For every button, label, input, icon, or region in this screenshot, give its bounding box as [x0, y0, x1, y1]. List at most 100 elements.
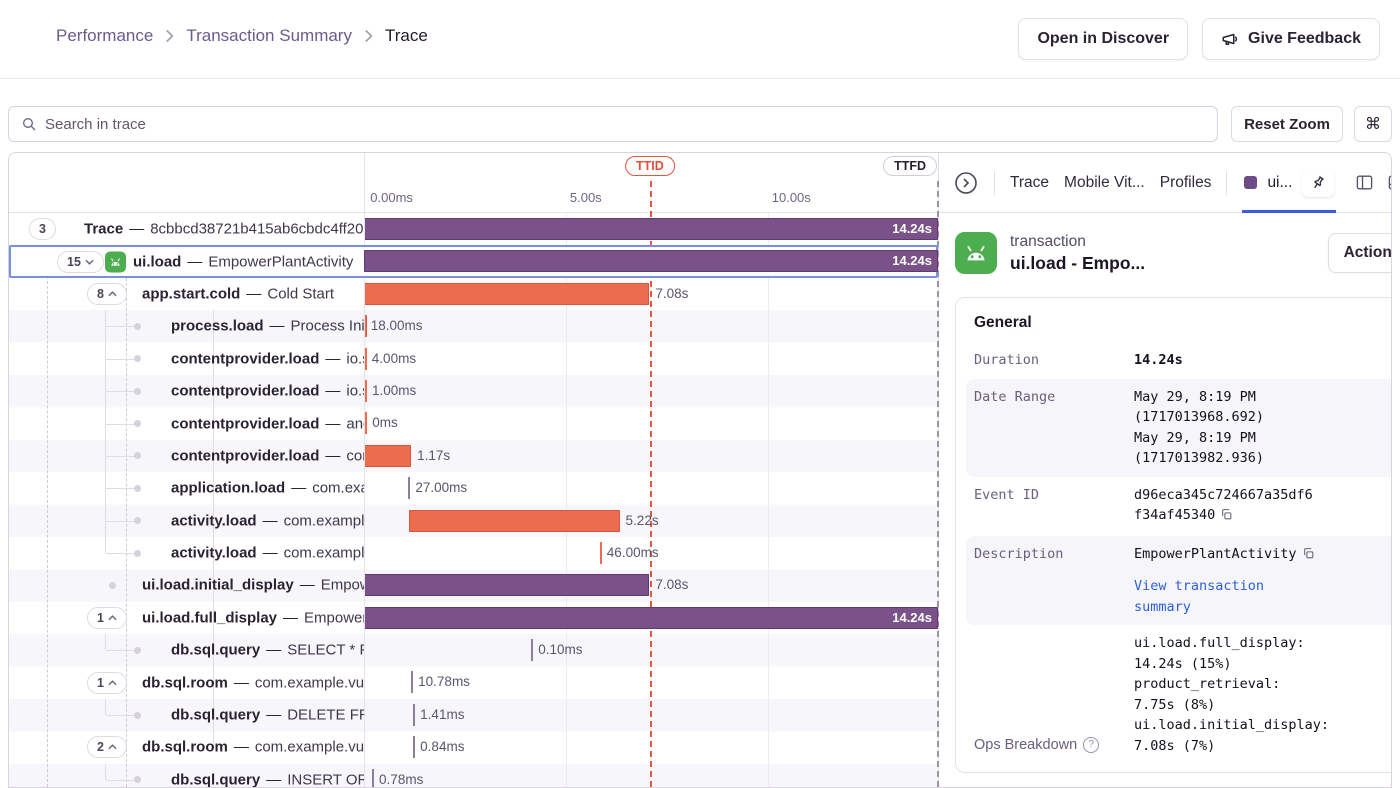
megaphone-icon — [1221, 30, 1239, 48]
span-count-pill[interactable]: 8 — [87, 282, 127, 305]
search-input[interactable] — [45, 115, 1217, 133]
span-duration-label: 14.24s — [892, 253, 932, 269]
span-bar[interactable] — [364, 315, 367, 338]
tab-trace[interactable]: Trace — [1010, 173, 1050, 191]
trace-row[interactable]: activity.load—com.example.vu.android.Mai… — [9, 505, 938, 537]
span-op: db.sql.query — [171, 706, 261, 724]
span-count-pill[interactable]: 1 — [87, 671, 127, 694]
span-duration-label: 7.08s — [655, 577, 689, 593]
span-tick[interactable] — [372, 768, 375, 787]
tab-transaction-active[interactable]: ui... — [1242, 153, 1337, 213]
span-op: Trace — [84, 220, 124, 238]
pin-icon[interactable] — [1302, 168, 1335, 197]
trace-row[interactable]: db.sql.query—DELETE FROM FavoriteItems W… — [9, 699, 938, 731]
reset-zoom-button[interactable]: Reset Zoom — [1231, 106, 1343, 142]
span-op: application.load — [171, 479, 286, 497]
trace-row[interactable]: contentprovider.load—io.sentry.android.c… — [9, 375, 938, 407]
breadcrumb-item[interactable]: Transaction Summary — [186, 26, 352, 45]
breadcrumb-separator-icon — [364, 29, 373, 43]
trace-row[interactable]: db.sql.query—INSERT OR REPLACE INTO Favo… — [9, 764, 938, 787]
span-tick[interactable] — [364, 347, 367, 370]
actions-button[interactable]: Actions — [1327, 233, 1391, 273]
trace-row[interactable]: 1ui.load.full_display—EmpowerPlantActivi… — [9, 602, 938, 634]
span-bar[interactable] — [364, 444, 412, 467]
span-count-pill[interactable]: 3 — [29, 218, 56, 241]
span-duration-label: 7.08s — [655, 285, 689, 301]
span-bullet — [134, 355, 141, 363]
span-description: com.example.vu.android.empowerplant — [254, 738, 364, 756]
span-description: DELETE FROM FavoriteItems WHERE id = ? — [287, 706, 364, 724]
span-op: activity.load — [171, 512, 257, 530]
trace-row[interactable]: contentprovider.load—com.squareup.picass… — [9, 440, 938, 472]
trace-row[interactable]: 3Trace—8cbbcd38721b415ab6cbdc4ff2075eb71… — [9, 213, 938, 245]
detail-value: 14.24s — [1134, 352, 1183, 368]
trace-row[interactable]: application.load—com.example.vu.android.… — [9, 472, 938, 504]
span-bullet — [109, 581, 116, 589]
span-op: ui.load.initial_display — [142, 576, 294, 594]
give-feedback-button[interactable]: Give Feedback — [1202, 18, 1380, 60]
tree-connector — [106, 715, 134, 717]
tab-profiles[interactable]: Profiles — [1159, 173, 1212, 191]
android-icon — [105, 251, 126, 273]
open-in-discover-button[interactable]: Open in Discover — [1018, 18, 1189, 60]
tree-timeline-divider[interactable] — [364, 153, 365, 787]
span-bullet — [134, 517, 141, 525]
trace-row[interactable]: ui.load.initial_display—EmpowerPlantActi… — [9, 569, 938, 601]
trace-row[interactable]: contentprovider.load—androidx.startup.In… — [9, 407, 938, 439]
tree-guide — [105, 634, 106, 650]
view-transaction-summary-link[interactable]: View transaction summary — [1134, 578, 1265, 615]
chevron-up-icon — [108, 291, 117, 297]
span-tick[interactable] — [365, 412, 368, 435]
copy-icon[interactable] — [1220, 507, 1233, 528]
tree-connector — [106, 520, 134, 522]
chevron-right-circle-icon[interactable] — [953, 170, 979, 196]
span-bar[interactable] — [364, 574, 650, 597]
trace-row[interactable]: db.sql.query—SELECT * FROM FavoriteItems… — [9, 634, 938, 666]
trace-row[interactable]: 1db.sql.room—com.example.vu.android.empo… — [9, 666, 938, 698]
span-op: ui.load — [133, 253, 182, 271]
span-count-pill[interactable]: 1 — [87, 606, 127, 629]
span-tick[interactable] — [365, 379, 367, 402]
span-tick[interactable] — [599, 541, 602, 564]
help-icon[interactable]: ? — [1083, 737, 1100, 754]
span-bar[interactable]: 14.24s — [364, 606, 938, 629]
command-shortcut-button[interactable]: ⌘ — [1354, 106, 1392, 142]
trace-row[interactable]: contentprovider.load—io.sentry.android.c… — [9, 343, 938, 375]
span-bar[interactable]: 14.24s — [364, 250, 938, 273]
layout-sidebar-left-icon[interactable] — [1355, 173, 1374, 192]
span-tick[interactable] — [531, 639, 534, 662]
span-description: Cold Start — [267, 285, 335, 303]
tree-guide — [105, 699, 106, 715]
layout-drawer-bottom-icon[interactable] — [1387, 173, 1391, 192]
span-duration-label: 1.17s — [417, 447, 451, 463]
span-duration-label: 14.24s — [892, 221, 932, 236]
span-count-pill[interactable]: 2 — [87, 736, 127, 759]
span-duration-label: 4.00ms — [371, 350, 417, 366]
ttfd-badge: TTFD — [883, 156, 937, 176]
trace-row[interactable]: 15 ui.load — EmpowerPlantActivity 14.24s — [9, 245, 938, 278]
span-bar[interactable]: 14.24s — [364, 218, 938, 240]
search-bar[interactable] — [8, 106, 1218, 142]
tab-mobile-vit[interactable]: Mobile Vit... — [1064, 173, 1145, 191]
trace-row[interactable]: 8 app.start.cold — Cold Start 7.08s — [9, 278, 938, 310]
trace-row[interactable]: process.load—Process Initialization18.00… — [9, 310, 938, 342]
span-tick[interactable] — [411, 671, 414, 694]
span-tick[interactable] — [413, 736, 416, 759]
copy-icon[interactable] — [1302, 546, 1315, 567]
span-bar[interactable] — [364, 282, 650, 305]
active-tab-label: ui... — [1267, 173, 1293, 191]
breadcrumb-item[interactable]: Performance — [56, 26, 154, 45]
span-count-pill[interactable]: 15 — [57, 250, 104, 273]
span-bullet — [134, 646, 141, 654]
span-description: SELECT * FROM FavoriteItems — [287, 641, 364, 659]
tree-connector — [106, 779, 134, 781]
span-description: 8cbbcd38721b415ab6cbdc4ff2075eb7 — [150, 220, 364, 238]
span-tick[interactable] — [408, 477, 411, 500]
span-tick[interactable] — [413, 703, 416, 726]
transaction-color-swatch — [1244, 176, 1258, 189]
trace-row[interactable]: activity.load—com.example.vu.android.emp… — [9, 537, 938, 569]
trace-row[interactable]: 2db.sql.room—com.example.vu.android.empo… — [9, 731, 938, 763]
span-bar[interactable] — [409, 509, 620, 532]
span-description: io.sentry.android.core.SentryPerformance… — [346, 350, 364, 368]
span-duration-label: 0ms — [372, 415, 398, 431]
